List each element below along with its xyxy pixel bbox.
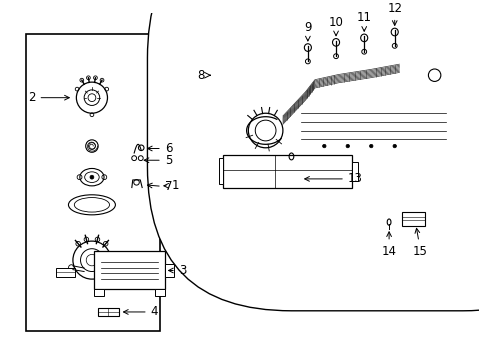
Text: 7: 7	[147, 180, 172, 193]
Bar	[98, 308, 119, 316]
Bar	[164, 264, 174, 278]
Bar	[214, 18, 471, 170]
Bar	[223, 155, 352, 188]
Bar	[401, 212, 425, 226]
Bar	[26, 34, 160, 331]
Text: 15: 15	[412, 228, 427, 257]
Text: 13: 13	[304, 172, 362, 185]
FancyBboxPatch shape	[147, 0, 488, 311]
Bar	[352, 162, 357, 181]
Bar	[218, 158, 223, 184]
Circle shape	[90, 175, 94, 179]
Circle shape	[369, 144, 372, 148]
Bar	[94, 252, 164, 289]
Bar	[155, 289, 164, 296]
Text: 6: 6	[147, 142, 172, 155]
Text: 12: 12	[386, 2, 402, 26]
Text: 5: 5	[144, 154, 172, 167]
Circle shape	[392, 144, 396, 148]
Text: 14: 14	[381, 232, 396, 257]
Text: 11: 11	[356, 11, 371, 31]
Text: 9: 9	[304, 21, 311, 41]
Bar	[56, 268, 75, 277]
Text: 1: 1	[163, 179, 179, 192]
Text: 8: 8	[197, 69, 204, 82]
Text: 2: 2	[28, 91, 69, 104]
Text: 4: 4	[123, 305, 158, 319]
Circle shape	[322, 144, 325, 148]
Bar	[94, 289, 103, 296]
Text: 10: 10	[328, 15, 343, 36]
Text: 3: 3	[168, 264, 186, 277]
Circle shape	[346, 144, 349, 148]
